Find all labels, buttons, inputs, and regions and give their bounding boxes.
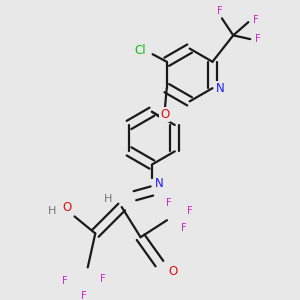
Text: F: F: [100, 274, 106, 284]
Text: H: H: [48, 206, 56, 216]
Text: N: N: [216, 82, 224, 95]
Text: F: F: [62, 276, 68, 286]
Text: Cl: Cl: [134, 44, 146, 57]
Text: F: F: [187, 206, 192, 216]
Text: O: O: [168, 265, 177, 278]
Text: F: F: [253, 15, 259, 25]
Text: F: F: [181, 223, 187, 233]
Text: O: O: [160, 108, 170, 121]
Text: F: F: [217, 6, 223, 16]
Text: F: F: [81, 291, 87, 300]
Text: F: F: [166, 198, 172, 208]
Text: N: N: [155, 177, 164, 190]
Text: O: O: [62, 200, 72, 214]
Text: H: H: [104, 194, 113, 205]
Text: F: F: [255, 34, 261, 44]
